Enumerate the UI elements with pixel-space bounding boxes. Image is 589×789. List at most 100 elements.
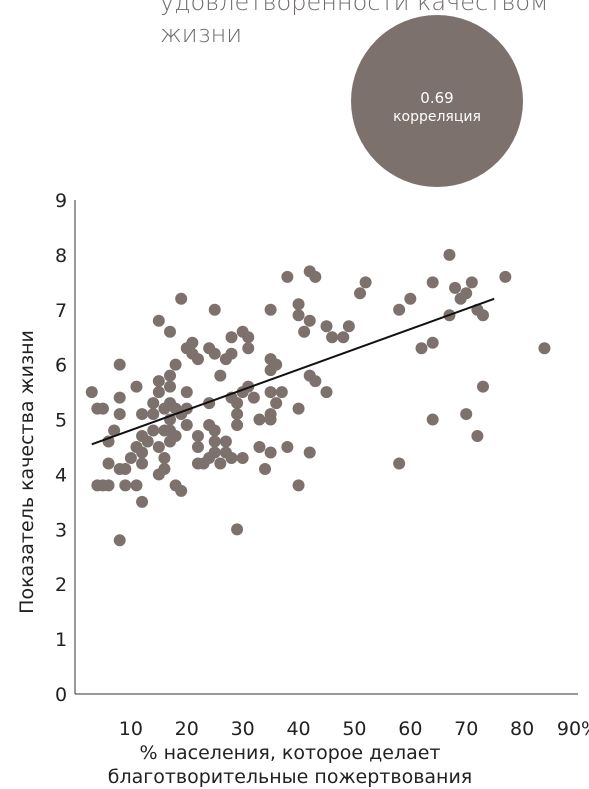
data-point (175, 484, 188, 497)
data-point (102, 479, 115, 492)
data-point (130, 479, 143, 492)
data-point (231, 408, 244, 421)
data-point (208, 446, 221, 459)
x-axis-label-line-1: % населения, которое делает (139, 742, 441, 764)
data-point (119, 462, 132, 475)
data-point (342, 320, 355, 333)
data-points (85, 248, 551, 547)
data-point (303, 446, 316, 459)
data-point (152, 386, 165, 399)
data-point (136, 495, 149, 508)
data-point (320, 386, 333, 399)
y-tick-label: 2 (55, 574, 67, 596)
y-tick-label: 4 (55, 464, 67, 486)
data-point (102, 457, 115, 470)
data-point (214, 457, 227, 470)
data-point (236, 451, 249, 464)
data-point (337, 331, 350, 344)
data-point (124, 451, 137, 464)
data-point (270, 358, 283, 371)
data-point (225, 331, 238, 344)
data-point (476, 309, 489, 322)
data-point (113, 408, 126, 421)
y-tick-label: 5 (55, 410, 67, 432)
y-axis-label: Показатель качества жизни (16, 330, 38, 614)
data-point (231, 397, 244, 410)
data-point (108, 424, 121, 437)
data-point (471, 430, 484, 443)
data-point (191, 353, 204, 366)
data-point (113, 358, 126, 371)
data-point (208, 424, 221, 437)
x-tick-label: 80 (510, 718, 534, 740)
trendline-group (91, 297, 495, 446)
trendline (91, 297, 495, 446)
data-point (147, 424, 160, 437)
x-tick-label: 50 (342, 718, 366, 740)
data-point (158, 462, 171, 475)
data-point (152, 441, 165, 453)
data-point (292, 402, 305, 415)
data-point (180, 386, 193, 399)
data-point (320, 320, 333, 333)
data-point (264, 446, 277, 459)
y-tick-label: 8 (55, 245, 67, 267)
data-point (426, 336, 439, 349)
data-point (309, 375, 322, 388)
data-point (359, 276, 372, 289)
data-point (119, 479, 132, 492)
data-point (180, 419, 193, 432)
data-point (443, 248, 456, 261)
data-point (169, 358, 182, 371)
data-point (309, 270, 322, 283)
data-point (275, 386, 288, 399)
data-point (219, 435, 232, 448)
data-point (259, 462, 272, 475)
x-tick-label: 70 (454, 718, 478, 740)
data-point (281, 441, 294, 453)
data-point (96, 402, 109, 415)
data-point (130, 380, 143, 393)
chart-title-line-2: жизни (160, 20, 243, 48)
data-point (208, 303, 221, 316)
data-point (164, 380, 177, 393)
data-point (303, 314, 316, 327)
data-point (186, 336, 199, 349)
correlation-bubble: 0.69 корреляция (351, 15, 523, 187)
axes (74, 200, 578, 695)
data-point (158, 451, 171, 464)
data-point (175, 292, 188, 305)
data-point (292, 298, 305, 311)
data-point (264, 303, 277, 316)
y-tick-label: 6 (55, 355, 67, 377)
data-point (152, 375, 165, 388)
y-tick-label: 1 (55, 629, 67, 651)
x-tick-label: 10 (119, 718, 143, 740)
data-point (191, 441, 204, 453)
x-tick-label: 60 (398, 718, 422, 740)
data-point (264, 413, 277, 426)
data-point (164, 325, 177, 338)
data-point (225, 451, 238, 464)
data-point (247, 391, 260, 404)
y-tick-label: 3 (55, 519, 67, 541)
data-point (499, 270, 512, 283)
y-tick-label: 0 (55, 684, 67, 706)
x-tick-label: 30 (231, 718, 255, 740)
data-point (292, 309, 305, 322)
data-point (85, 386, 98, 399)
data-point (136, 408, 149, 421)
data-point (538, 342, 551, 355)
data-point (393, 303, 406, 316)
data-point (147, 408, 160, 421)
data-point (231, 523, 244, 536)
data-point (264, 386, 277, 399)
x-tick-label: 40 (286, 718, 310, 740)
chart-title-line-1: удовлетворенности качеством (160, 0, 549, 16)
y-tick-label: 7 (55, 300, 67, 322)
data-point (426, 276, 439, 289)
data-point (326, 331, 339, 344)
data-point (242, 331, 255, 344)
data-point (164, 369, 177, 382)
